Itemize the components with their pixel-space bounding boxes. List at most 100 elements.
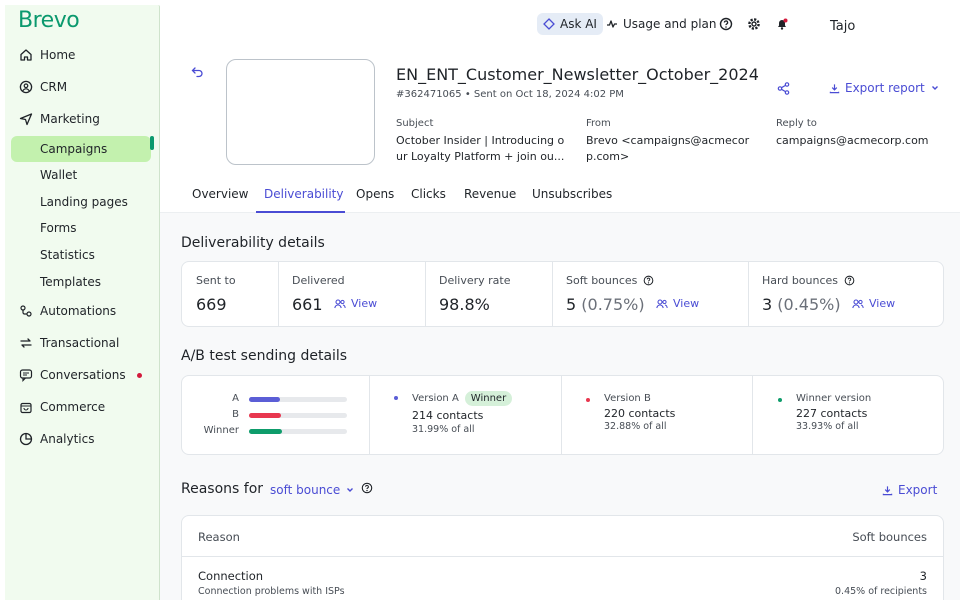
hard-count: 3	[762, 295, 773, 314]
reason-type-dropdown[interactable]: soft bounce	[270, 483, 355, 497]
from-label: From	[586, 118, 611, 129]
ask-ai-button[interactable]: Ask AI	[537, 13, 603, 35]
sidebar-item-landing-pages[interactable]: Landing pages	[5, 189, 155, 215]
export-report-button[interactable]: Export report	[829, 81, 940, 95]
version-a-pct: 31.99% of all	[412, 424, 475, 435]
sidebar-item-label: Commerce	[40, 400, 106, 414]
sidebar-item-label: Marketing	[40, 112, 100, 126]
reply-to-value: campaigns@acmecorp.com	[776, 134, 929, 147]
sidebar-item-label: Wallet	[40, 168, 78, 182]
email-preview-thumbnail[interactable]	[226, 59, 375, 165]
sidebar-item-marketing[interactable]: Marketing	[5, 106, 155, 132]
help-icon[interactable]	[643, 275, 654, 286]
pie-icon	[18, 431, 34, 447]
sidebar-item-label: CRM	[40, 80, 68, 94]
view-label: View	[673, 297, 700, 310]
ab-fill-b	[249, 413, 282, 418]
hard-label-text: Hard bounces	[762, 274, 839, 287]
version-b-name: Version B	[604, 393, 651, 404]
sidebar-item-label: Transactional	[40, 336, 120, 350]
delivered-value: 661	[292, 295, 323, 314]
column-header-reason[interactable]: Reason	[198, 530, 240, 544]
delivered-view-link[interactable]: View	[334, 297, 377, 310]
sidebar-item-label: Landing pages	[40, 195, 128, 209]
sidebar-item-templates[interactable]: Templates	[5, 269, 155, 295]
gear-icon[interactable]	[747, 17, 761, 31]
sidebar-item-analytics[interactable]: Analytics	[5, 426, 155, 452]
reasons-title: Reasons for	[181, 481, 264, 497]
version-b-contacts: 220 contacts	[604, 407, 676, 420]
chat-icon	[18, 367, 34, 383]
sidebar-item-conversations[interactable]: Conversations	[5, 362, 155, 388]
winner-badge: Winner	[464, 391, 513, 406]
version-b-dot	[586, 398, 590, 402]
hard-view-link[interactable]: View	[852, 297, 895, 310]
sent-value: 669	[196, 295, 227, 314]
ab-track	[249, 413, 347, 418]
bell-icon[interactable]	[775, 17, 789, 31]
column-header-soft-bounces[interactable]: Soft bounces	[852, 530, 927, 544]
sidebar-item-home[interactable]: Home	[5, 42, 155, 68]
soft-label-text: Soft bounces	[566, 274, 638, 287]
help-icon[interactable]	[719, 17, 733, 31]
tab-revenue[interactable]: Revenue	[464, 187, 517, 201]
chevron-down-icon	[347, 488, 354, 492]
help-icon[interactable]	[361, 482, 373, 494]
help-icon[interactable]	[844, 275, 855, 286]
from-line-2: p.com>	[586, 150, 630, 163]
ab-track	[249, 397, 347, 402]
winner-version-label: Winner version	[796, 393, 872, 404]
sidebar-item-wallet[interactable]: Wallet	[5, 162, 155, 188]
usage-plan-button[interactable]: Usage and plan	[606, 13, 717, 35]
brevo-logo[interactable]: Brevo	[18, 8, 80, 33]
view-label: View	[351, 297, 378, 310]
reason-pct: 0.45% of recipients	[835, 586, 927, 597]
subject-line-1: October Insider | Introducing o	[396, 134, 565, 147]
hard-pct: (0.45%)	[777, 295, 841, 314]
from-value: Brevo <campaigns@acmecor p.com>	[586, 133, 749, 165]
rate-value: 98.8%	[439, 295, 490, 314]
version-b-pct: 32.88% of all	[604, 421, 667, 432]
sent-label: Sent to	[196, 274, 236, 287]
back-icon[interactable]	[190, 65, 204, 79]
sidebar-item-transactional[interactable]: Transactional	[5, 330, 155, 356]
sidebar-item-label: Home	[40, 48, 76, 62]
subject-value: October Insider | Introducing o ur Loyal…	[396, 133, 564, 165]
ask-ai-label: Ask AI	[560, 17, 597, 31]
divider	[752, 376, 753, 454]
contacts-icon	[18, 79, 34, 95]
sidebar-item-label: Campaigns	[40, 142, 108, 156]
soft-label: Soft bounces	[566, 274, 654, 287]
version-a-contacts: 214 contacts	[412, 409, 484, 422]
sidebar-item-campaigns[interactable]: Campaigns	[11, 136, 151, 162]
divider	[552, 262, 553, 326]
sidebar-item-statistics[interactable]: Statistics	[5, 242, 155, 268]
subject-label: Subject	[396, 118, 434, 129]
export-button[interactable]: Export	[882, 483, 937, 497]
hard-value: 3 (0.45%)	[762, 295, 841, 314]
sparkle-icon	[543, 18, 555, 30]
sidebar-item-label: Automations	[40, 304, 117, 318]
sidebar-item-forms[interactable]: Forms	[5, 215, 155, 241]
user-name[interactable]: Tajo	[830, 19, 856, 34]
reason-value: 3	[919, 569, 927, 583]
soft-pct: (0.75%)	[581, 295, 645, 314]
sidebar-item-crm[interactable]: CRM	[5, 74, 155, 100]
users-icon	[334, 298, 346, 308]
tab-deliverability[interactable]: Deliverability	[264, 187, 344, 201]
home-icon	[18, 47, 34, 63]
ab-row-label: B	[232, 409, 239, 420]
soft-view-link[interactable]: View	[656, 297, 699, 310]
tab-unsubscribes[interactable]: Unsubscribes	[532, 187, 613, 201]
share-icon[interactable]	[777, 82, 790, 95]
reason-detail: Connection problems with ISPs	[198, 586, 345, 597]
ab-row-label: Winner	[203, 425, 239, 436]
tab-opens[interactable]: Opens	[356, 187, 395, 201]
tab-clicks[interactable]: Clicks	[411, 187, 446, 201]
deliverability-title: Deliverability details	[181, 235, 325, 251]
divider	[748, 262, 749, 326]
tab-overview[interactable]: Overview	[192, 187, 249, 201]
winner-version-dot	[778, 398, 782, 402]
sidebar-item-automations[interactable]: Automations	[5, 298, 155, 324]
sidebar-item-commerce[interactable]: Commerce	[5, 394, 155, 420]
